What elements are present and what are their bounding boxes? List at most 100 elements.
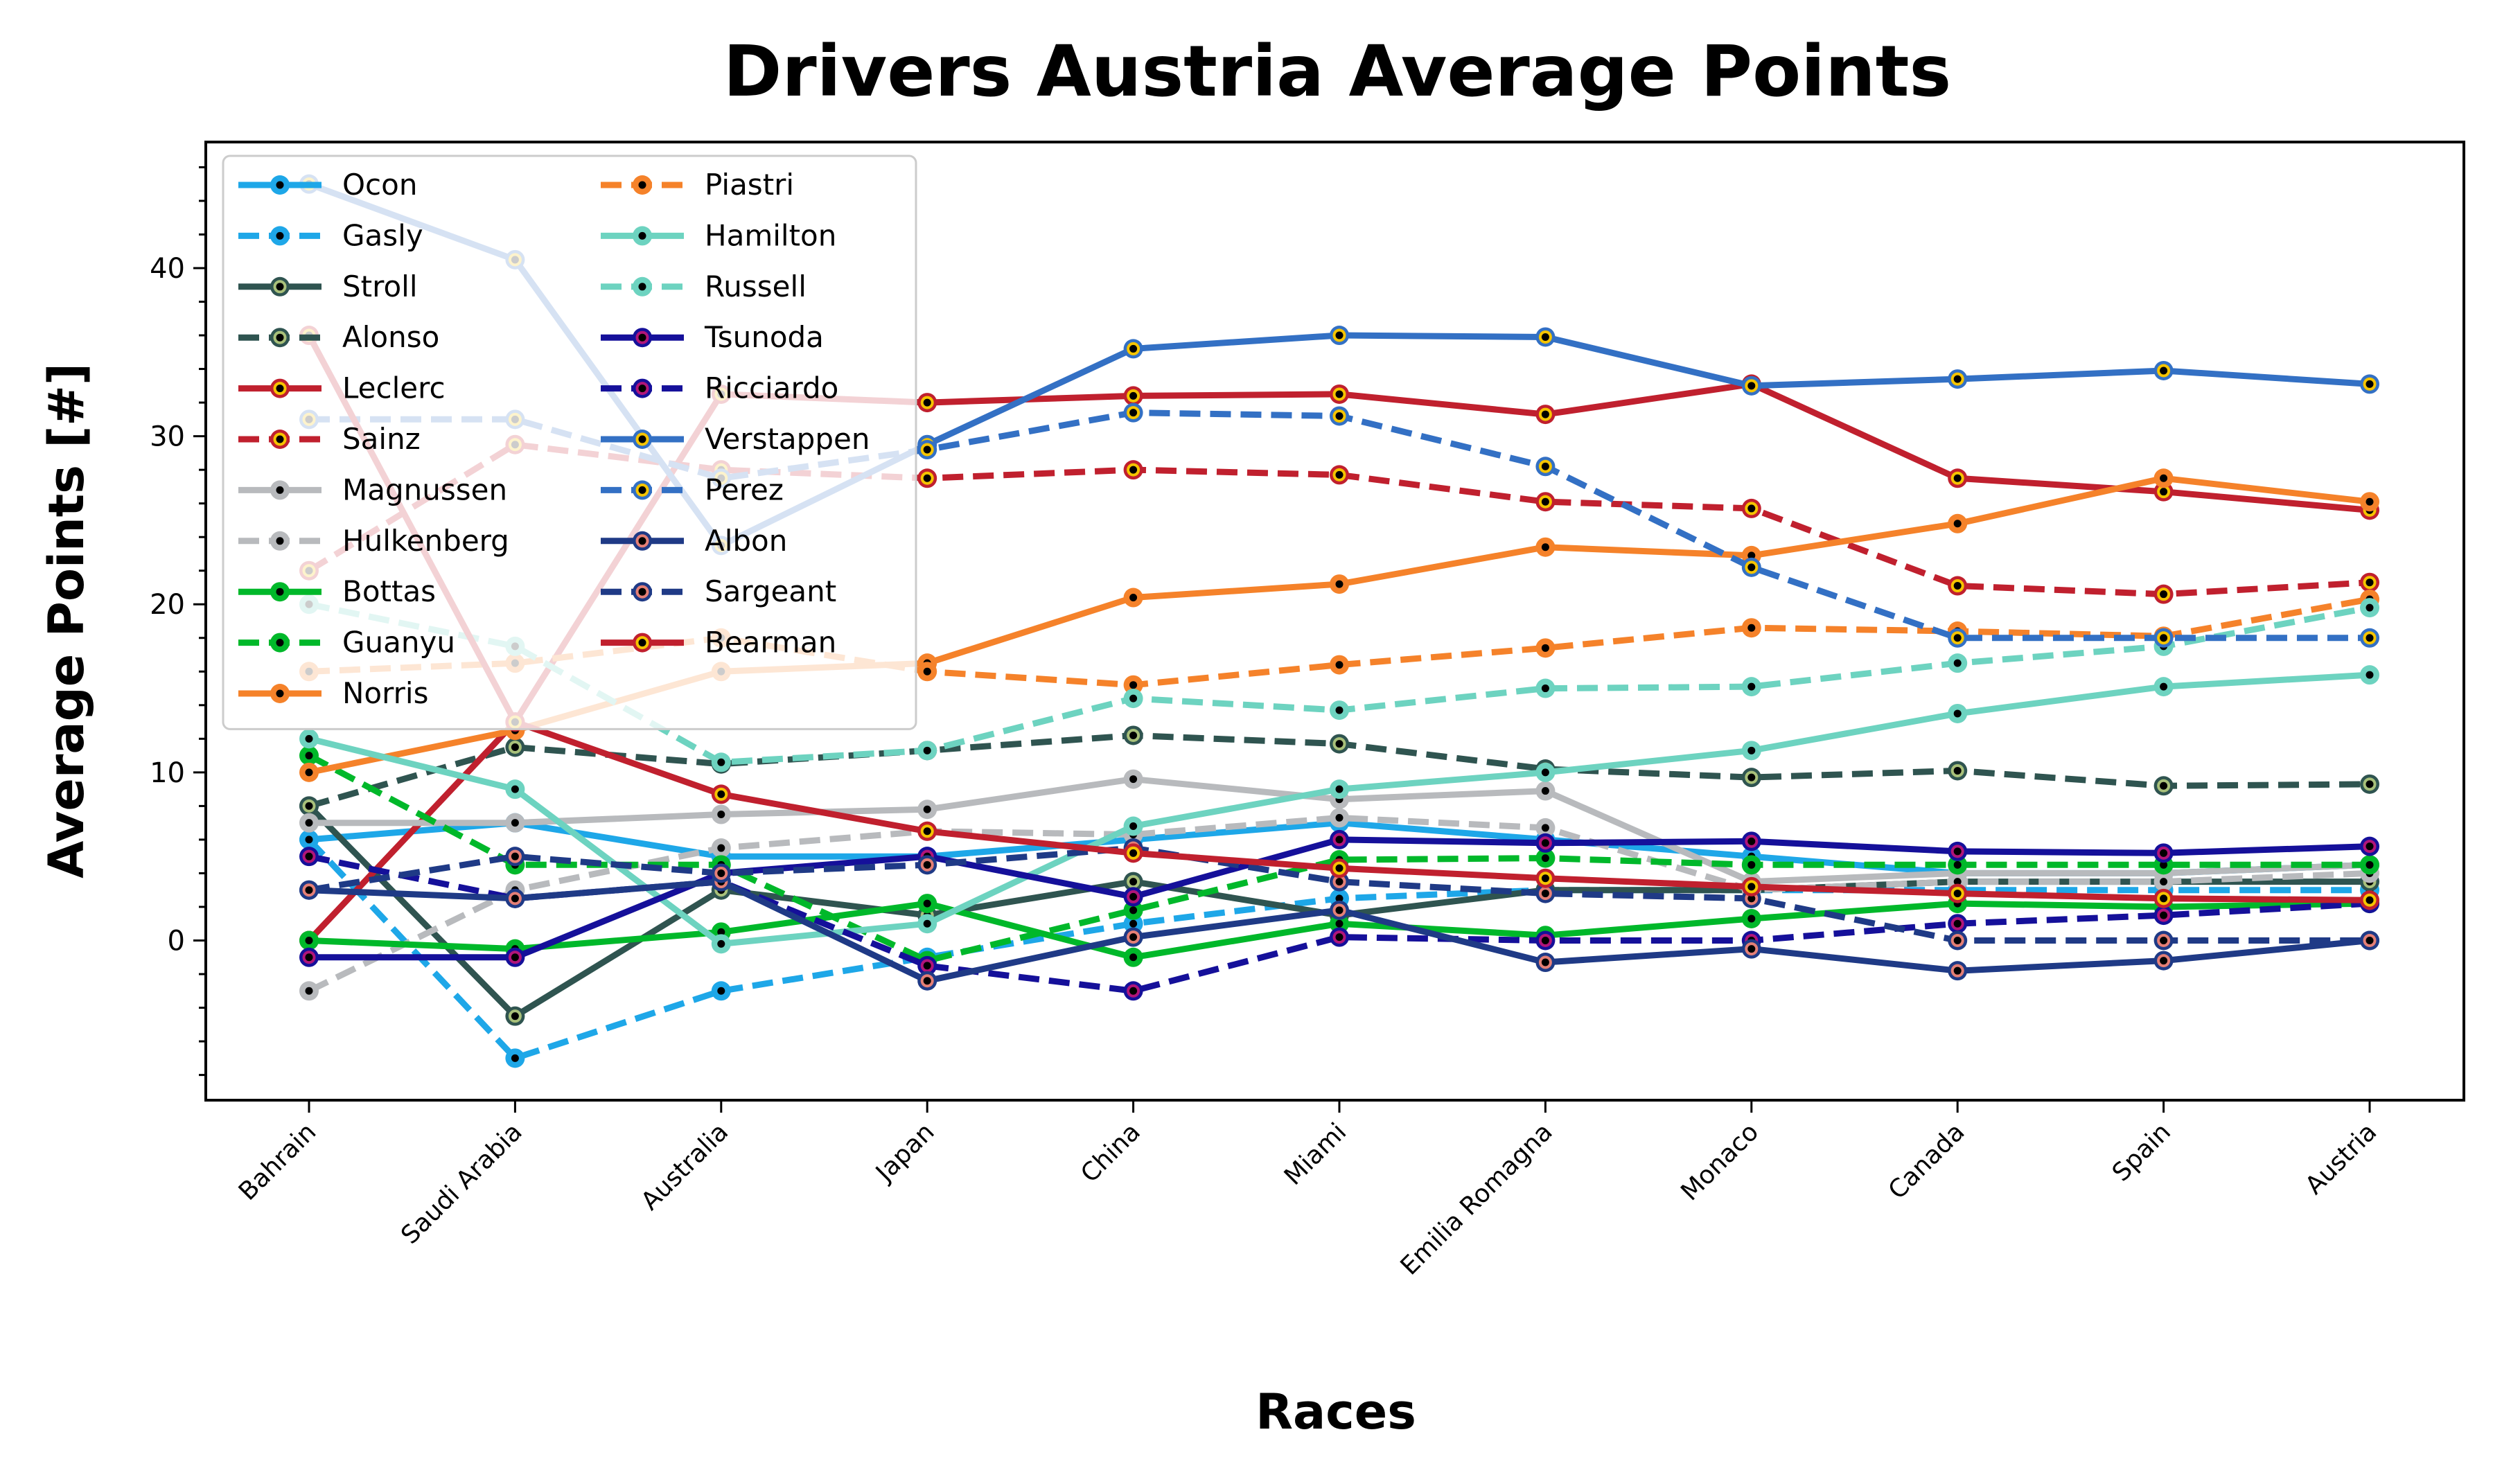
data-point-center <box>717 758 725 766</box>
data-point-center <box>1129 919 1138 928</box>
data-point-center <box>1747 773 1756 781</box>
data-point-center <box>511 1012 519 1021</box>
legend-label: Gasly <box>342 218 423 252</box>
legend-marker-center <box>276 435 284 443</box>
data-point-center <box>923 445 931 454</box>
data-point-center <box>1541 497 1549 506</box>
data-point-center <box>2160 911 2168 919</box>
legend-label: Hamilton <box>705 218 836 252</box>
data-point-center <box>1335 580 1343 588</box>
data-point-center <box>1747 837 1756 845</box>
legend-label: Guanyu <box>342 626 455 660</box>
legend-item: Hulkenberg <box>238 524 509 558</box>
data-point-center <box>1335 412 1343 420</box>
data-point-center <box>717 869 725 877</box>
data-point-center <box>1129 933 1138 942</box>
data-point-center <box>1953 766 1962 775</box>
data-point-center <box>2160 860 2168 869</box>
legend-label: Bearman <box>705 626 836 660</box>
data-point-center <box>1541 410 1549 418</box>
data-point-center <box>1129 731 1138 739</box>
data-point-center <box>923 899 931 908</box>
data-point-center <box>511 1054 519 1062</box>
data-point-center <box>717 928 725 936</box>
legend-item: Albon <box>601 524 787 558</box>
data-point-center <box>1541 787 1549 795</box>
data-point-center <box>2366 780 2374 788</box>
data-point-center <box>1129 822 1138 831</box>
data-point-center <box>717 987 725 995</box>
data-point-center <box>1953 375 1962 383</box>
data-point-center <box>2160 849 2168 857</box>
data-point-center <box>2160 590 2168 599</box>
legend-item: Russell <box>601 270 807 303</box>
legend-item: Guanyu <box>238 626 455 660</box>
legend: Ocon Gasly Stroll Alonso Leclerc Sainz Magnuss… <box>222 154 917 730</box>
data-point-center <box>1129 466 1138 474</box>
data-point-center <box>1747 945 1756 953</box>
legend-marker-center <box>276 283 284 291</box>
data-point-center <box>2160 937 2168 944</box>
data-point-center <box>1747 563 1756 572</box>
data-point-center <box>511 894 519 903</box>
legend-item: Norris <box>238 676 428 710</box>
data-point-center <box>1335 390 1343 398</box>
legend-item: Magnussen <box>238 472 507 506</box>
data-point-center <box>1747 551 1756 560</box>
data-point-center <box>305 752 313 760</box>
data-point-center <box>717 844 725 852</box>
data-point-center <box>1129 344 1138 353</box>
data-point-center <box>1953 634 1962 642</box>
data-point-center <box>1129 849 1138 857</box>
data-point-center <box>1953 878 1962 886</box>
data-point-center <box>511 819 519 827</box>
data-point-center <box>1129 694 1138 703</box>
data-point-center <box>1953 847 1962 856</box>
legend-box <box>222 154 917 730</box>
legend-label: Tsunoda <box>704 320 824 354</box>
data-point-center <box>1129 775 1138 784</box>
data-point-center <box>511 785 519 793</box>
data-point-center <box>2160 634 2168 642</box>
data-point-center <box>1129 878 1138 886</box>
data-point-center <box>2366 860 2374 869</box>
data-point-center <box>2366 634 2374 642</box>
legend-item: Verstappen <box>601 422 870 456</box>
data-point-center <box>1953 582 1962 590</box>
series-hamilton <box>299 665 2379 954</box>
legend-label: Alonso <box>342 320 439 354</box>
data-point-center <box>2160 957 2168 965</box>
legend-marker-center <box>276 385 284 393</box>
legend-marker-center <box>638 588 646 596</box>
data-point-center <box>2366 671 2374 679</box>
legend-marker-center <box>638 537 646 545</box>
legend-marker-center <box>276 537 284 545</box>
legend-item: Sainz <box>238 422 421 456</box>
data-point-center <box>2160 474 2168 482</box>
data-point-center <box>923 398 931 407</box>
data-point-center <box>305 819 313 827</box>
data-point-center <box>1541 684 1549 693</box>
data-point-center <box>923 962 931 970</box>
data-point-center <box>1541 333 1549 341</box>
y-axis-label: Average Points [#] <box>38 363 95 878</box>
legend-label: Sargeant <box>705 574 836 608</box>
legend-label: Russell <box>705 270 807 303</box>
data-point-center <box>1335 661 1343 669</box>
legend-item: Leclerc <box>238 371 446 405</box>
data-point-center <box>1953 890 1962 898</box>
data-point-center <box>1953 860 1962 869</box>
data-point-center <box>511 852 519 860</box>
legend-label: Stroll <box>342 270 418 303</box>
data-point-center <box>923 919 931 928</box>
data-point-center <box>1541 824 1549 832</box>
data-point-center <box>2366 497 2374 506</box>
data-point-center <box>1335 864 1343 872</box>
legend-item: Tsunoda <box>601 320 824 354</box>
data-point-center <box>2160 781 2168 790</box>
data-point-center <box>923 474 931 482</box>
data-point-center <box>2366 896 2374 904</box>
legend-label: Magnussen <box>342 472 507 506</box>
y-tick-label: 0 <box>168 926 185 957</box>
data-point-center <box>1335 919 1343 928</box>
